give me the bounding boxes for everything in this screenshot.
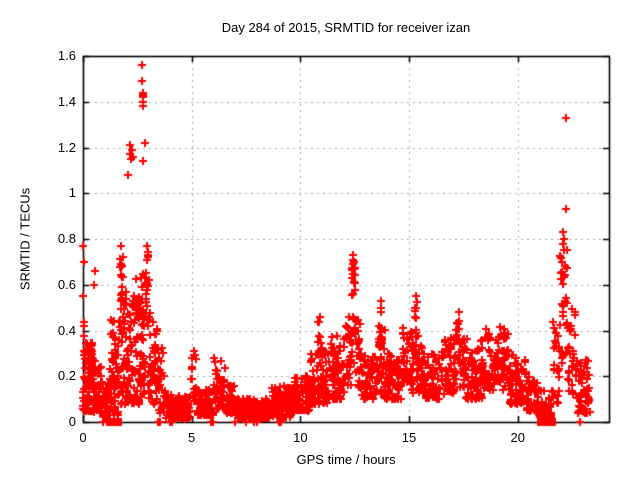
x-tick-label: 10 [293,430,308,445]
y-tick-label: 0.6 [57,276,76,292]
y-tick-label: 1 [68,185,76,201]
x-tick-label: 15 [401,430,417,445]
y-tick-label: 0.2 [57,368,76,384]
y-tick-label: 0.8 [57,231,76,246]
y-tick-label: 0.4 [57,322,76,338]
y-tick-label: 0 [68,414,76,429]
y-tick-label: 1.2 [57,139,76,155]
y-tick-label: 1.4 [57,93,76,109]
chart-title: Day 284 of 2015, SRMTID for receiver iza… [221,20,471,35]
x-axis-label: GPS time / hours [296,452,396,467]
x-tick-label: 20 [510,430,525,445]
y-tick-label: 1.6 [57,48,76,63]
x-tick-label: 0 [79,430,87,445]
x-tick-label: 5 [188,430,196,445]
